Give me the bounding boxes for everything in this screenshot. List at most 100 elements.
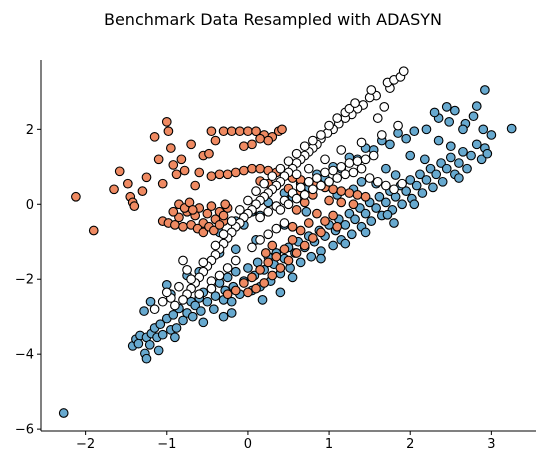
- data-point: [429, 107, 440, 118]
- data-point: [141, 353, 152, 364]
- data-point: [163, 126, 174, 137]
- data-point: [210, 291, 221, 301]
- data-point: [243, 195, 253, 206]
- data-point: [263, 229, 274, 240]
- data-point: [468, 111, 479, 122]
- data-point: [168, 206, 179, 217]
- data-point: [198, 317, 209, 328]
- data-point: [312, 208, 322, 219]
- data-point: [366, 216, 377, 226]
- data-point: [405, 150, 416, 161]
- data-point: [187, 311, 198, 322]
- data-point: [222, 169, 233, 180]
- data-point: [389, 218, 399, 228]
- data-point: [263, 257, 274, 268]
- data-point: [482, 148, 493, 159]
- data-point: [275, 263, 286, 273]
- data-point: [306, 251, 317, 262]
- data-point: [476, 154, 487, 165]
- data-point: [295, 257, 306, 268]
- data-point: [444, 116, 455, 127]
- data-point: [149, 304, 160, 315]
- data-point: [165, 143, 176, 153]
- data-point: [466, 150, 476, 161]
- data-point: [171, 169, 182, 180]
- data-point: [320, 154, 330, 165]
- data-point: [328, 240, 338, 251]
- data-point: [458, 124, 468, 135]
- data-point: [133, 338, 144, 349]
- data-point: [230, 244, 241, 255]
- data-point: [291, 169, 302, 180]
- data-point: [153, 345, 164, 356]
- data-point: [247, 163, 257, 174]
- data-point: [139, 306, 149, 316]
- data-point: [114, 166, 125, 177]
- data-point: [230, 167, 241, 178]
- data-point: [478, 124, 489, 135]
- data-point: [381, 197, 391, 208]
- data-point: [214, 270, 225, 281]
- data-point: [186, 274, 196, 285]
- data-point: [178, 315, 188, 326]
- data-point: [324, 176, 334, 187]
- data-point: [218, 210, 229, 221]
- data-point: [271, 223, 282, 234]
- data-point: [401, 186, 412, 197]
- data-point: [210, 240, 221, 251]
- axes-layer: −2 −1 0 1 2 3 −6 −4 −2 0 2: [15, 60, 536, 452]
- data-point: [428, 182, 438, 193]
- data-point: [204, 148, 214, 159]
- data-point: [190, 180, 201, 191]
- data-point: [454, 158, 464, 168]
- data-point: [303, 163, 314, 174]
- x-tick-label: 0: [244, 437, 252, 452]
- data-point: [179, 165, 190, 176]
- data-point: [230, 266, 241, 277]
- data-point: [176, 154, 187, 165]
- data-point: [178, 255, 188, 266]
- data-point: [328, 210, 338, 221]
- data-point: [267, 270, 278, 281]
- data-point: [393, 120, 403, 131]
- data-point: [71, 191, 81, 202]
- data-point: [122, 178, 133, 189]
- data-point: [170, 300, 180, 311]
- data-point: [141, 172, 152, 183]
- data-point: [348, 167, 359, 178]
- data-point: [283, 156, 294, 167]
- data-point: [149, 131, 160, 142]
- data-point: [368, 150, 379, 161]
- data-point: [208, 225, 219, 236]
- data-point: [218, 229, 229, 240]
- data-point: [171, 323, 182, 333]
- data-point: [251, 186, 261, 197]
- data-point: [336, 161, 347, 172]
- data-point: [379, 101, 390, 112]
- data-point: [283, 199, 294, 210]
- data-point: [445, 152, 456, 163]
- data-point: [263, 135, 274, 146]
- data-point: [214, 220, 225, 230]
- data-point: [332, 113, 343, 123]
- data-point: [196, 306, 206, 316]
- data-point: [486, 130, 497, 140]
- data-point: [178, 294, 188, 305]
- data-point: [161, 287, 172, 298]
- data-point: [419, 154, 430, 165]
- data-point: [471, 139, 482, 150]
- data-point: [303, 176, 314, 187]
- data-point: [397, 178, 407, 189]
- data-point: [275, 287, 286, 298]
- data-point: [364, 173, 375, 183]
- data-point: [291, 193, 302, 204]
- data-point: [157, 329, 168, 340]
- x-tick-label: −2: [76, 437, 95, 452]
- data-point: [409, 126, 420, 137]
- data-point: [222, 289, 233, 300]
- data-point: [454, 173, 464, 183]
- data-point: [320, 167, 330, 178]
- data-point: [259, 278, 270, 288]
- data-point: [214, 169, 225, 180]
- data-point: [356, 163, 367, 174]
